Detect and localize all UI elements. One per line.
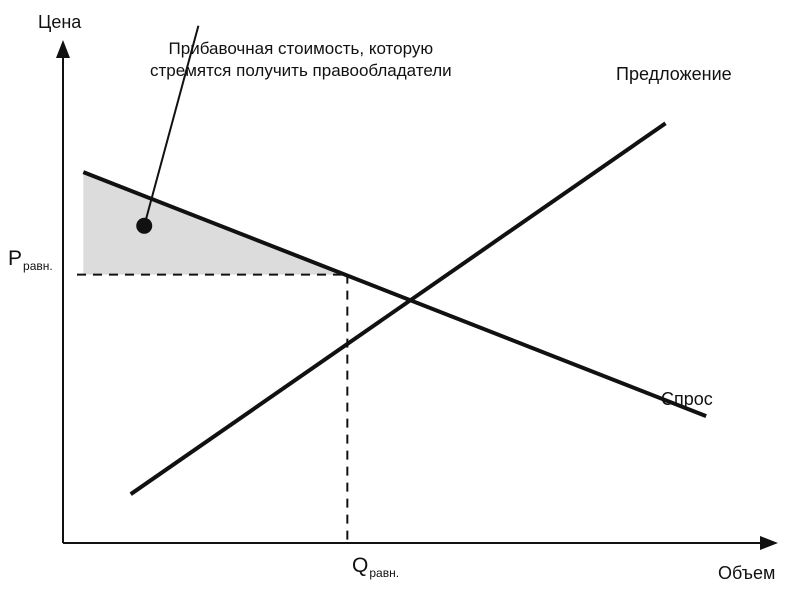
y-axis-arrowhead — [56, 40, 70, 58]
annotation-pointer-line — [143, 25, 200, 227]
x-equilibrium-label-main: Q — [352, 554, 369, 577]
y-equilibrium-label: Pравн. — [8, 247, 53, 272]
x-axis-arrowhead — [760, 536, 778, 550]
supply-curve — [129, 121, 667, 496]
surplus-annotation-line-2: стремятся получить правообладатели — [150, 61, 452, 80]
y-equilibrium-label-sub: равн. — [23, 259, 53, 273]
surplus-annotation: Прибавочная стоимость, которую стремятся… — [150, 38, 452, 82]
annotation-marker — [136, 217, 153, 234]
y-equilibrium-label-main: P — [8, 247, 23, 270]
x-equilibrium-label-sub: равн. — [369, 566, 400, 580]
demand-curve — [82, 170, 707, 418]
surplus-annotation-line-1: Прибавочная стоимость, которую — [168, 39, 434, 58]
demand-label: Спрос — [661, 389, 713, 409]
y-axis-label: Цена — [38, 12, 82, 32]
x-axis-label: Объем — [718, 563, 776, 583]
x-equilibrium-label: Qравн. — [352, 554, 399, 579]
supply-label: Предложение — [616, 64, 732, 84]
